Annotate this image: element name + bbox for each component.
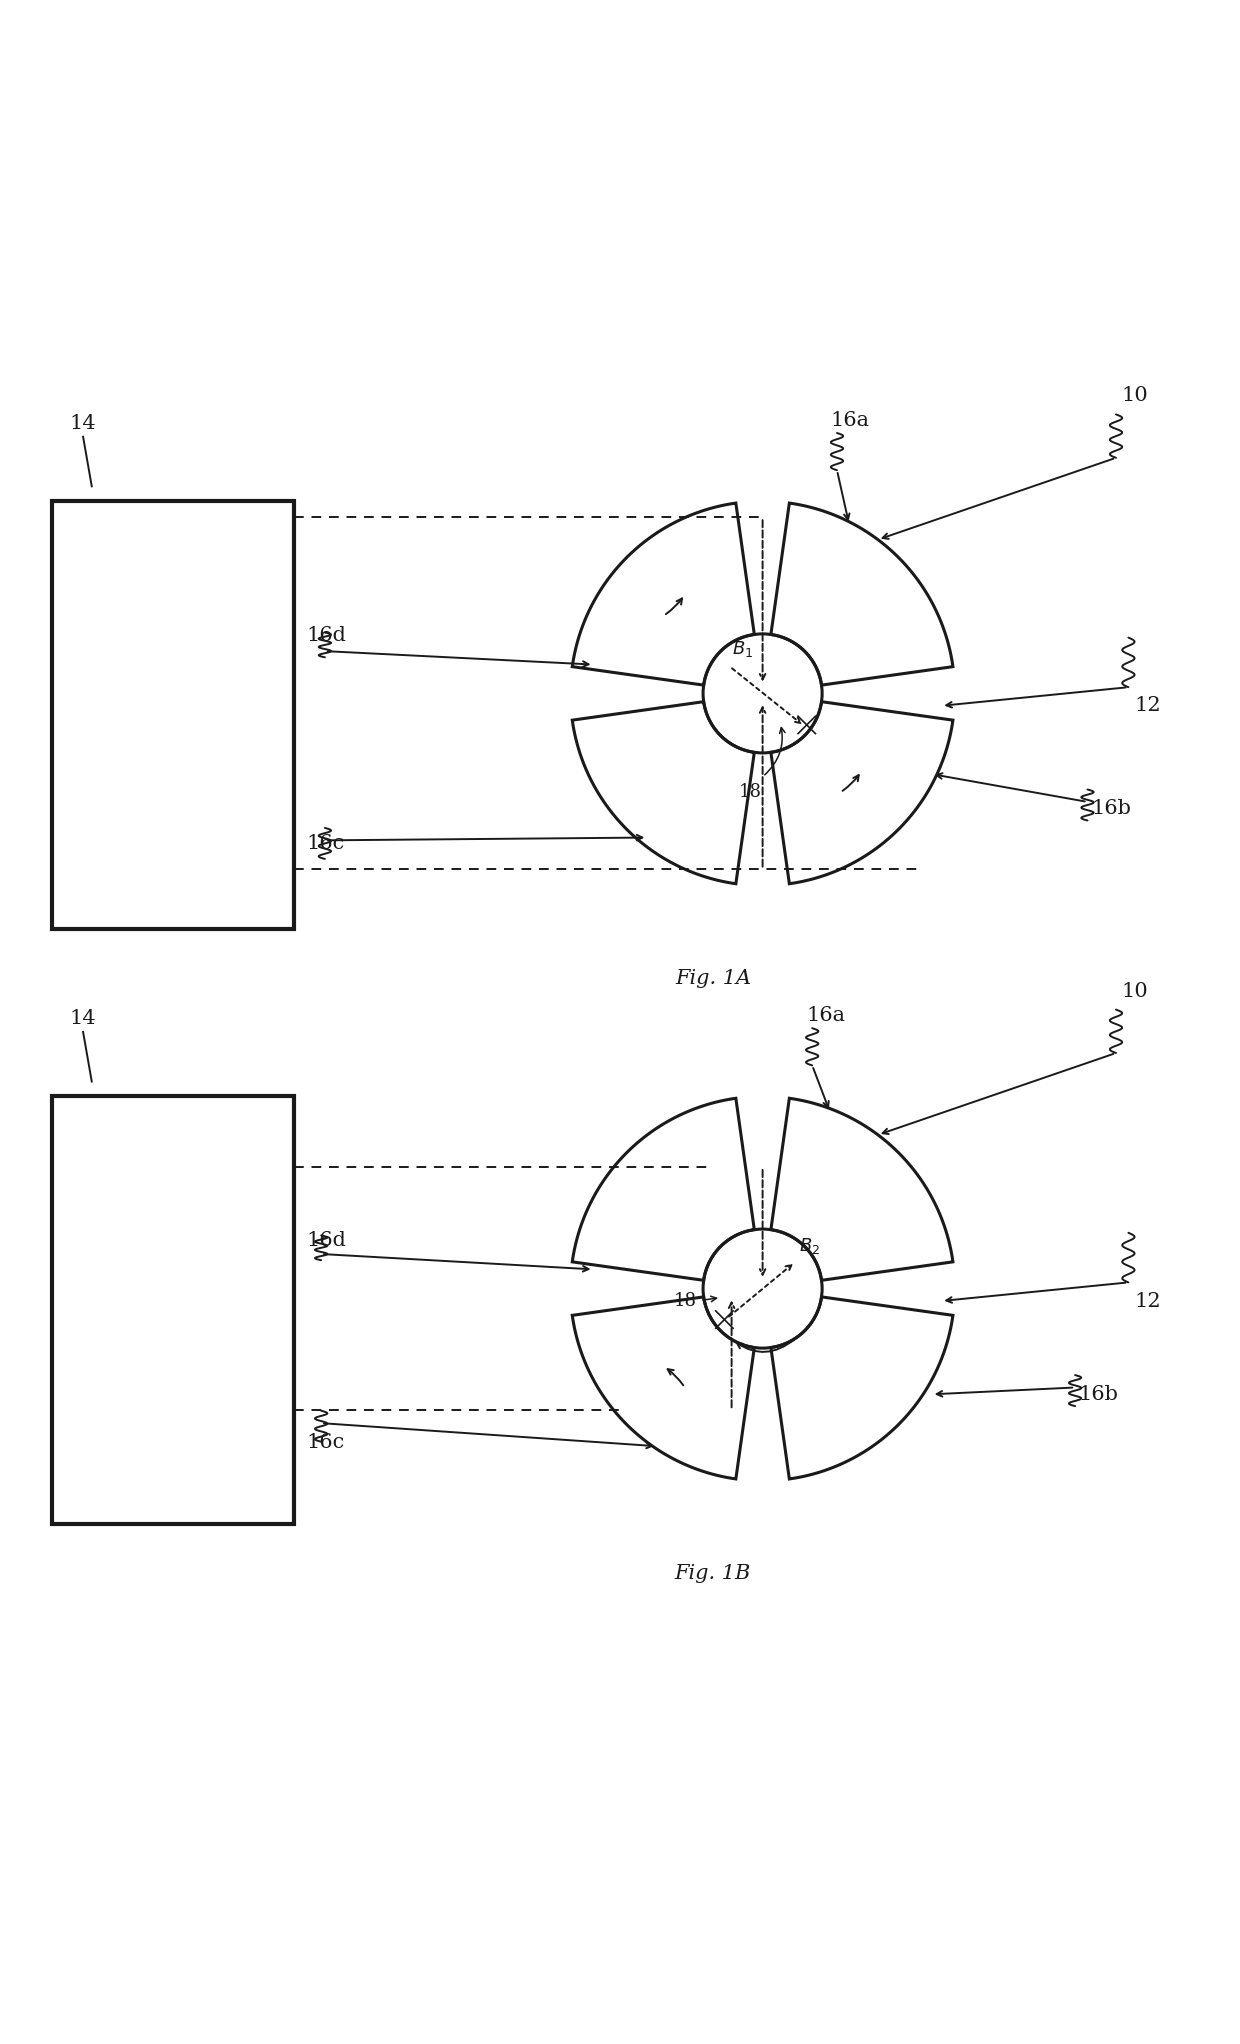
- Text: 16b: 16b: [1091, 799, 1131, 818]
- Text: 16d: 16d: [306, 625, 346, 646]
- Text: Fig. 1A: Fig. 1A: [675, 969, 751, 987]
- Text: 12: 12: [1135, 1292, 1161, 1310]
- Text: 10: 10: [1121, 981, 1148, 1000]
- Text: 12: 12: [1135, 697, 1161, 715]
- Text: 18: 18: [739, 783, 761, 801]
- Text: 18: 18: [675, 1292, 697, 1310]
- Text: 16b: 16b: [1079, 1386, 1118, 1404]
- Text: 14: 14: [69, 1010, 97, 1028]
- Text: Fig. 1B: Fig. 1B: [675, 1564, 751, 1584]
- Text: $B_1$: $B_1$: [733, 640, 754, 658]
- Text: 16c: 16c: [306, 834, 345, 852]
- Text: 16c: 16c: [306, 1433, 345, 1451]
- Text: $B_2$: $B_2$: [799, 1237, 820, 1255]
- Text: 16a: 16a: [806, 1006, 844, 1026]
- Text: 14: 14: [69, 415, 97, 433]
- Text: 16d: 16d: [306, 1230, 346, 1251]
- Text: 16a: 16a: [831, 411, 869, 429]
- Text: 10: 10: [1121, 386, 1148, 405]
